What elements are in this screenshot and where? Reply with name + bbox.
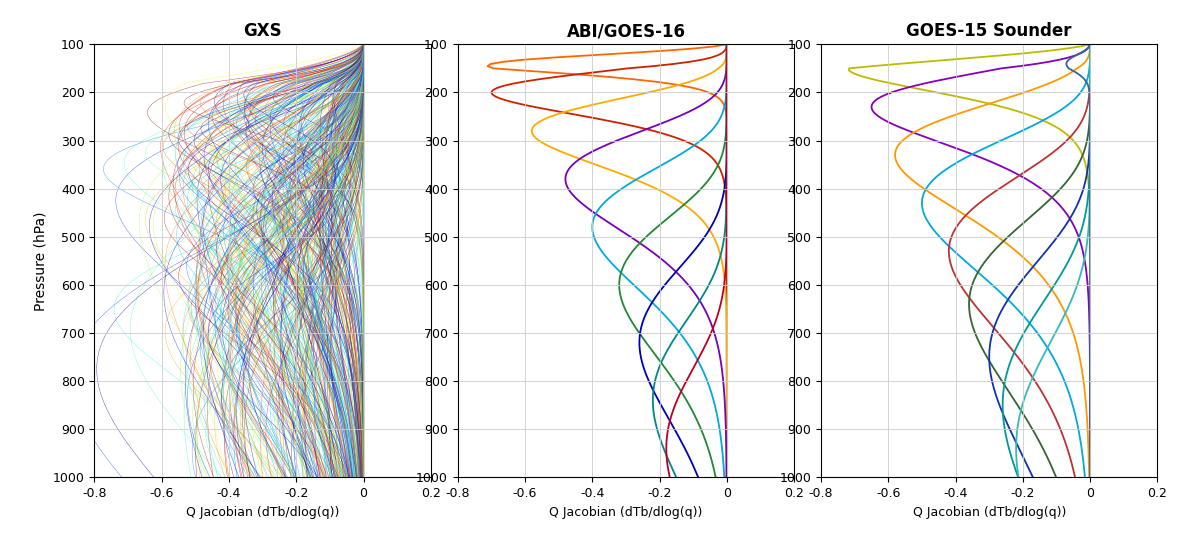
X-axis label: Q Jacobian (dTb/dlog(q)): Q Jacobian (dTb/dlog(q)) <box>549 506 703 518</box>
Y-axis label: Pressure (hPa): Pressure (hPa) <box>33 211 47 311</box>
X-axis label: Q Jacobian (dTb/dlog(q)): Q Jacobian (dTb/dlog(q)) <box>185 506 339 518</box>
Title: GOES-15 Sounder: GOES-15 Sounder <box>907 22 1072 40</box>
Title: GXS: GXS <box>243 22 282 40</box>
Title: ABI/GOES-16: ABI/GOES-16 <box>567 22 685 40</box>
X-axis label: Q Jacobian (dTb/dlog(q)): Q Jacobian (dTb/dlog(q)) <box>913 506 1066 518</box>
